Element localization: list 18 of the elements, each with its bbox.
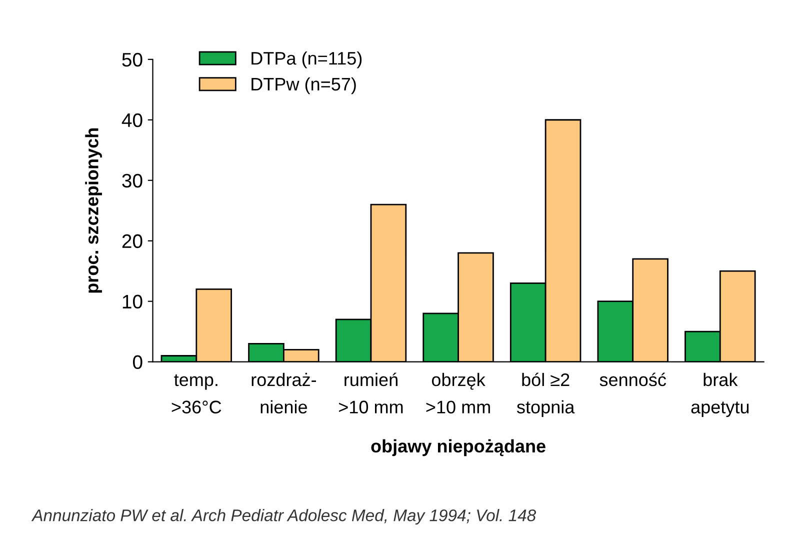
x-tick-label: temp. >36°C — [172, 374, 222, 414]
y-tick-label: 50 — [122, 52, 142, 67]
x-tick-label: ból ≥2 stopnia — [516, 372, 575, 418]
text: Annunziato PW et al. Arch Pediatr Adolesc Med, May 1994; Vol. 148 — [31, 509, 536, 525]
y-tick-label: 20 — [122, 234, 142, 248]
x-tick-label: rozdraż- nienie — [252, 372, 316, 414]
y-axis-title: proc. szczepionych — [85, 128, 102, 293]
y-tick-label: 0 — [132, 355, 142, 370]
y-tick-label: 40 — [122, 113, 142, 128]
x-tick-label: obrzęk >10 mm — [426, 372, 490, 414]
x-tick-label: brak apetytu — [691, 372, 749, 418]
x-tick-label: rumień >10 mm — [339, 372, 403, 414]
y-tick-label: 30 — [122, 174, 142, 188]
legend-label: DTPa (n=115) — [252, 51, 362, 68]
x-axis-title: objawy niepożądane — [371, 439, 546, 456]
y-tick-label: 10 — [122, 294, 142, 309]
x-tick-label: senność — [600, 372, 666, 386]
legend-label: DTPw (n=57) — [252, 77, 356, 94]
